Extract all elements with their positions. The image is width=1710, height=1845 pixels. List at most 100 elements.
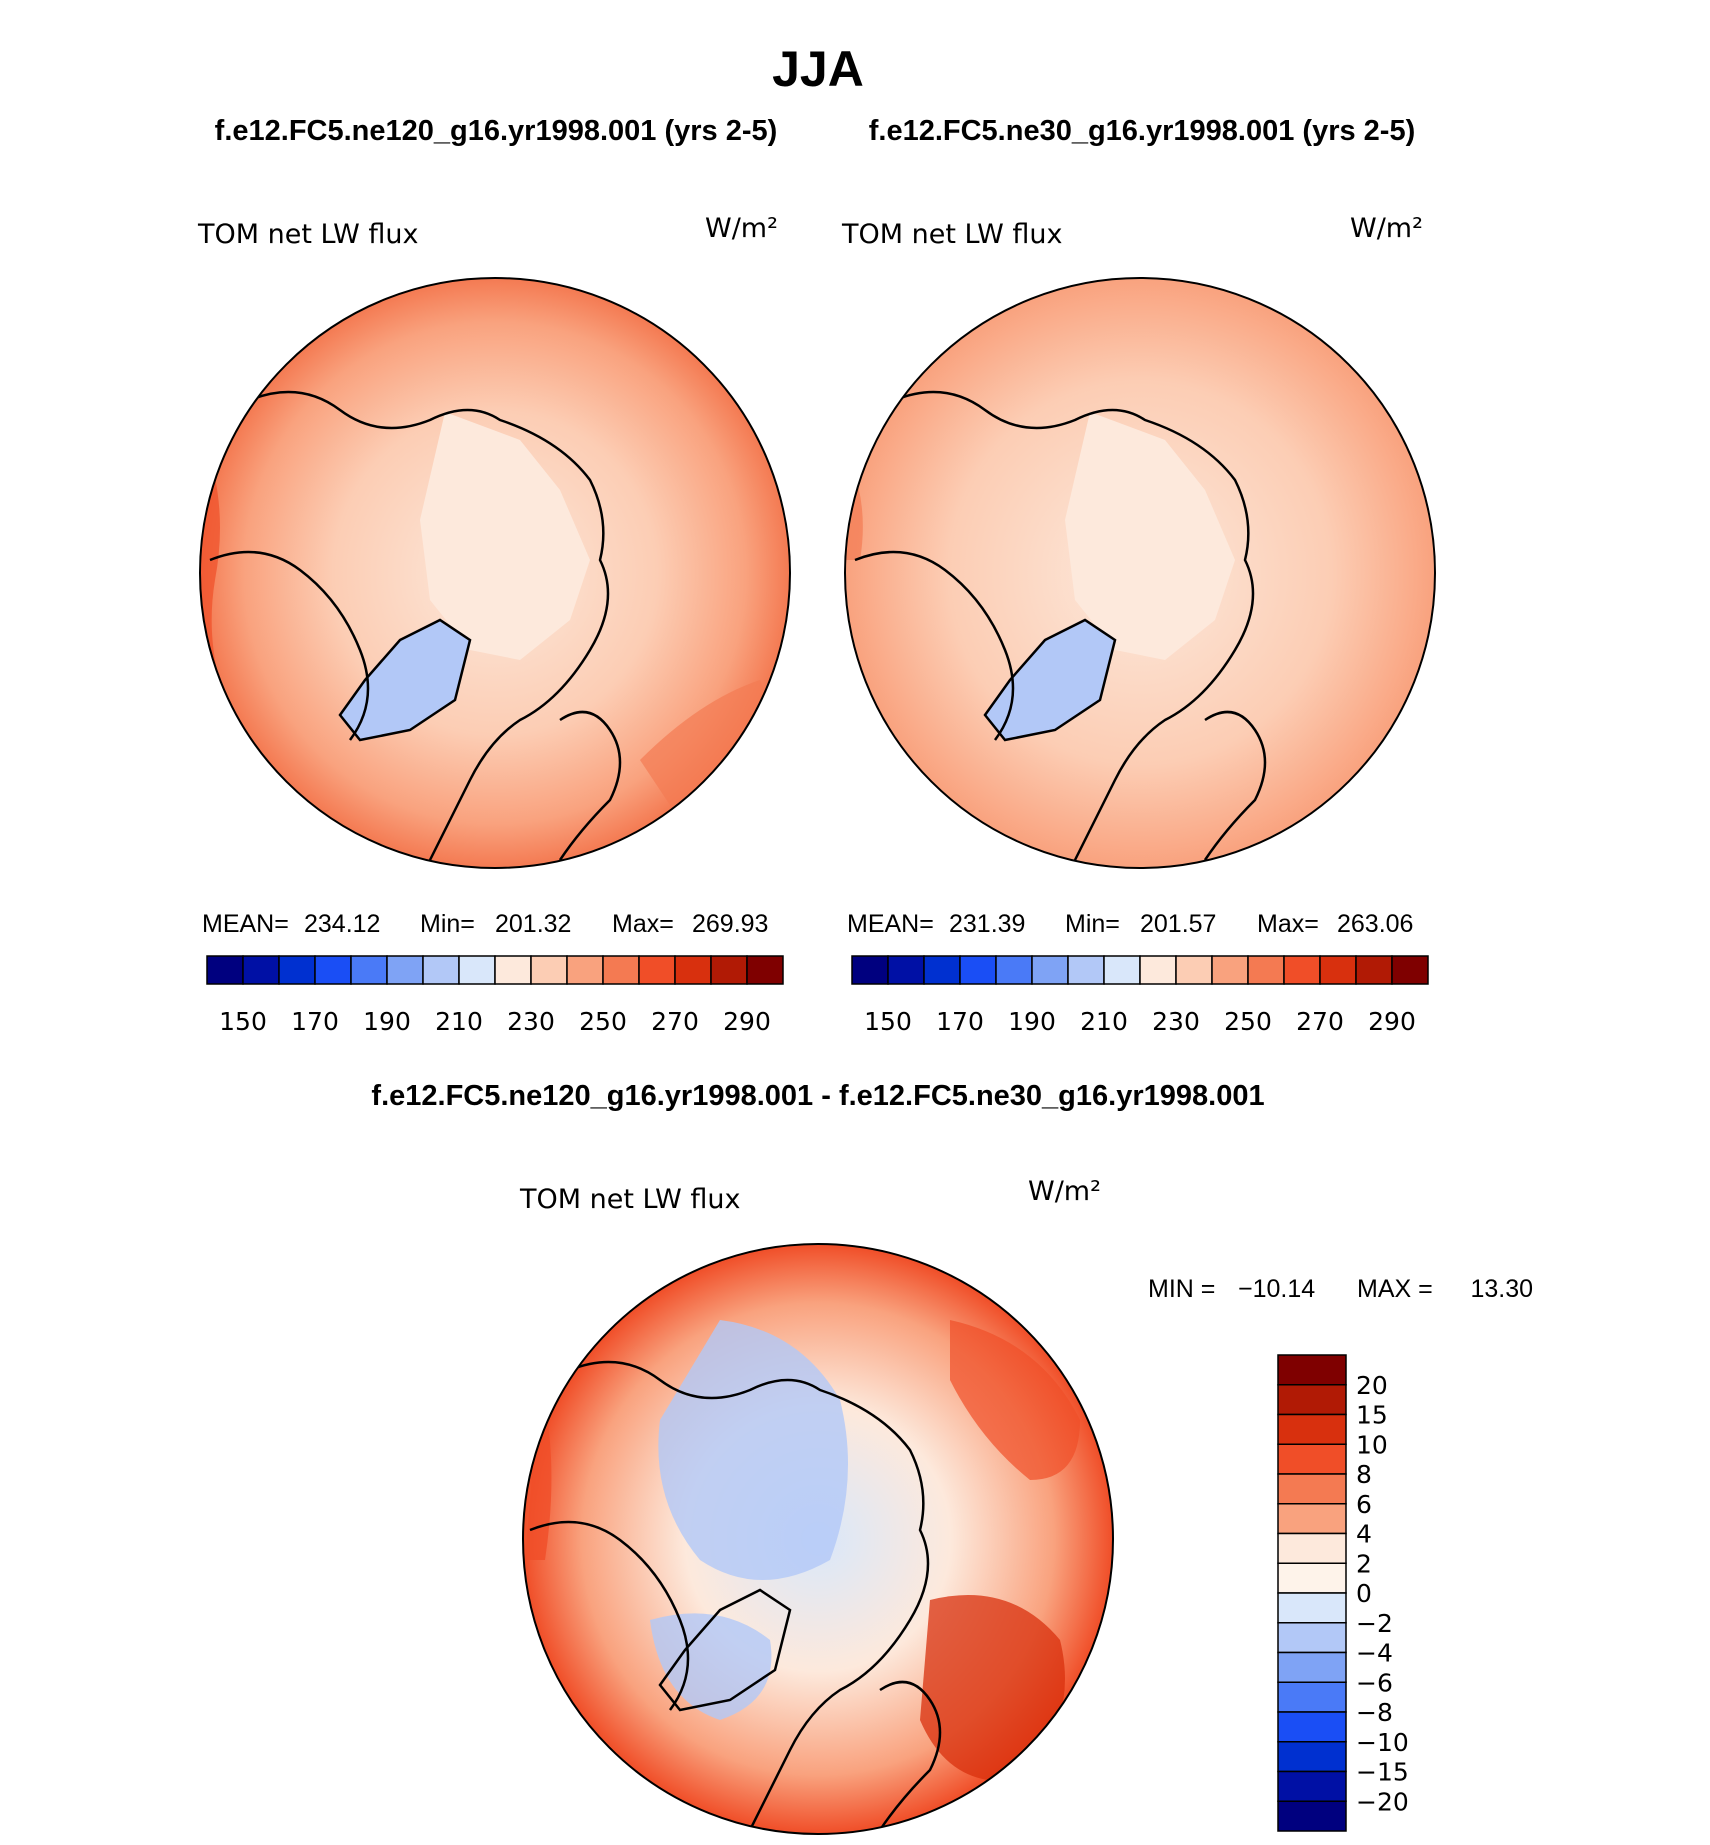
colorbar-swatch (494, 955, 532, 985)
mean-value: 231.39 (949, 910, 1025, 938)
max-value: 13.30 (1470, 1275, 1533, 1303)
colorbar-tick-label: 170 (936, 1007, 984, 1036)
stats: MEAN= 231.39 Min= 201.57 Max= 263.06 (847, 910, 1413, 938)
min-value: −10.14 (1238, 1275, 1315, 1303)
case-title-diff: f.e12.FC5.ne120_g16.yr1998.001 - f.e12.F… (371, 1080, 1264, 1112)
colorbar-swatch (1139, 955, 1177, 985)
max-label: Max= (612, 910, 674, 938)
coastline (569, 1360, 930, 1831)
warm-region (920, 1595, 1065, 1782)
colorbar-tick-label: 210 (435, 1007, 483, 1036)
units-label: W/m² (1028, 1176, 1101, 1207)
colorbar-tick-label: 250 (579, 1007, 627, 1036)
colorbar-tick-label: −15 (1356, 1758, 1409, 1787)
coastline (338, 618, 472, 742)
colorbar-swatch (887, 955, 925, 985)
colorbar-swatch (1277, 1443, 1347, 1475)
min-label: MIN = (1148, 1275, 1215, 1303)
colorbar-swatch (1277, 1592, 1347, 1624)
panel-diff: TOM net LW flux W/m² MIN = −10.14 MAX = … (519, 1176, 1533, 1835)
variable-label: TOM net LW flux (197, 219, 418, 250)
min-value: 201.57 (1140, 910, 1216, 938)
colorbar-swatch (350, 955, 388, 985)
max-value: 263.06 (1337, 910, 1413, 938)
polar-map (845, 278, 1435, 868)
map-border (199, 277, 791, 869)
max-label: MAX = (1357, 1275, 1433, 1303)
coastline (658, 1588, 792, 1712)
colorbar-swatch (206, 955, 244, 985)
colorbar-tick-label: −2 (1356, 1609, 1393, 1638)
panel-2: TOM net LW flux W/m² MEAN= 231.39 Min= 2… (841, 213, 1436, 1036)
main-title: JJA (772, 41, 864, 97)
colorbar-swatch (530, 955, 568, 985)
colorbar-tick-label: 210 (1080, 1007, 1128, 1036)
mean-label: MEAN= (202, 910, 289, 938)
colorbar-swatch (1067, 955, 1105, 985)
colorbar-swatch (1277, 1800, 1347, 1832)
coastline (878, 1680, 942, 1831)
colorbar-swatch (422, 955, 460, 985)
colorbar-tick-label: −4 (1356, 1639, 1393, 1668)
stats: MEAN= 234.12 Min= 201.32 Max= 269.93 (202, 910, 768, 938)
colorbar-swatch (638, 955, 676, 985)
colorbar-tick-label: 270 (651, 1007, 699, 1036)
colorbar-tick-label: −10 (1356, 1728, 1409, 1757)
coastline (894, 390, 1255, 861)
colorbar-tick-label: 8 (1356, 1460, 1372, 1489)
colorbar-swatch (1277, 1413, 1347, 1445)
colorbar-tick-label: −20 (1356, 1787, 1409, 1816)
colorbar-tick-label: −6 (1356, 1668, 1393, 1697)
coastline (249, 390, 610, 861)
greenland-region (985, 620, 1115, 740)
colorbar-swatch (1277, 1681, 1347, 1713)
coastline (529, 1520, 690, 1711)
mean-value: 234.12 (304, 910, 380, 938)
colorbar-tick-label: 250 (1224, 1007, 1272, 1036)
map-border (844, 277, 1436, 869)
colorbar-swatch (959, 955, 997, 985)
colorbar-tick-label: 6 (1356, 1490, 1372, 1519)
min-label: Min= (1065, 910, 1120, 938)
colorbar-swatch (1277, 1741, 1347, 1773)
colorbar: 150 170 190 210 230 250 270 290 (206, 955, 784, 1036)
colorbar-swatch (710, 955, 748, 985)
colorbar-swatch (1277, 1354, 1347, 1386)
polar-map (523, 1244, 1113, 1834)
mean-label: MEAN= (847, 910, 934, 938)
land-region (420, 412, 590, 660)
colorbar-tick-label: 150 (219, 1007, 267, 1036)
min-label: Min= (420, 910, 475, 938)
colorbar-swatch (1355, 955, 1393, 985)
cool-region (658, 1320, 848, 1580)
colorbar-swatch (1277, 1651, 1347, 1683)
colorbar-swatch (1277, 1503, 1347, 1535)
polar-map (200, 278, 790, 868)
colorbar-swatch (1277, 1622, 1347, 1654)
coastline (209, 550, 370, 741)
colorbar-swatch (314, 955, 352, 985)
colorbar-swatch (1319, 955, 1357, 985)
case-title-right: f.e12.FC5.ne30_g16.yr1998.001 (yrs 2-5) (869, 115, 1416, 147)
coastline (558, 710, 622, 861)
map-border (522, 1243, 1114, 1835)
max-label: Max= (1257, 910, 1319, 938)
case-title-left: f.e12.FC5.ne120_g16.yr1998.001 (yrs 2-5) (215, 115, 778, 147)
colorbar-swatch (1247, 955, 1285, 985)
colorbar-swatch (386, 955, 424, 985)
colorbar-swatch (1277, 1711, 1347, 1743)
colorbar-swatch (278, 955, 316, 985)
colorbar-tick-label: 15 (1356, 1401, 1388, 1430)
coastline (983, 618, 1117, 742)
colorbar-tick-label: 2 (1356, 1549, 1372, 1578)
land-region (1065, 412, 1235, 660)
colorbar-swatch (851, 955, 889, 985)
colorbar-tick-label: −8 (1356, 1698, 1393, 1727)
warm-region (950, 1320, 1080, 1480)
units-label: W/m² (705, 213, 778, 244)
colorbar-swatch (1283, 955, 1321, 985)
colorbar-tick-label: 4 (1356, 1520, 1372, 1549)
colorbar-swatch (1391, 955, 1429, 985)
colorbar-swatch (995, 955, 1033, 985)
